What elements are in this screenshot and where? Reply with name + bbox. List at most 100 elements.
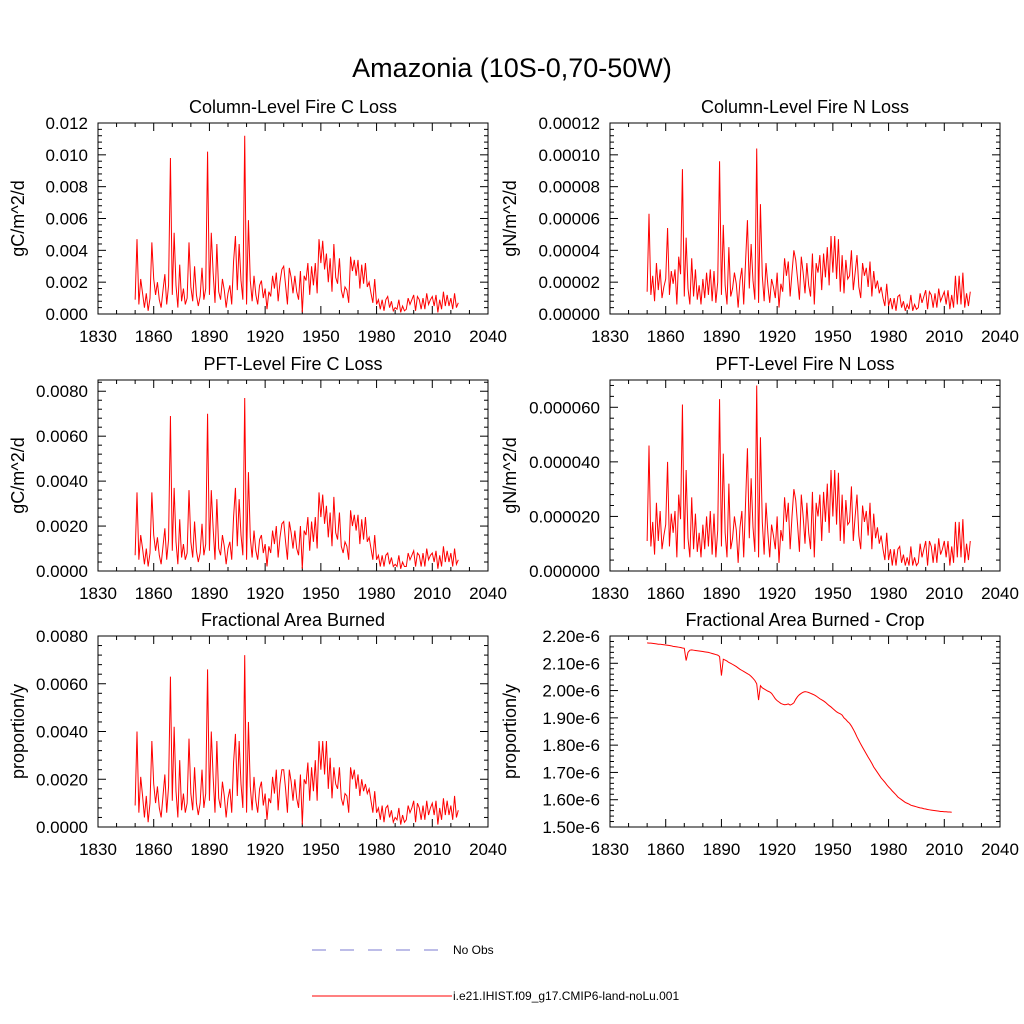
plot-frame [97, 379, 489, 572]
panels: 1830 1860 1890 1920 1950 1980 2010 2040 0.000 0.0… [8, 97, 1019, 859]
y-tick-label: 0.008 [45, 178, 88, 197]
x-tick-label: 1950 [302, 584, 340, 603]
x-tick-label: 1830 [591, 584, 629, 603]
x-tick-label: 2010 [925, 327, 963, 346]
y-tick-label: 0.00008 [539, 178, 600, 197]
x-tick-label: 2010 [413, 840, 451, 859]
plot-frame [609, 379, 1001, 572]
y-tick-label: 0.0060 [36, 675, 88, 694]
y-tick-label: 0.0040 [36, 723, 88, 742]
y-tick-label: 1.50e-6 [542, 818, 600, 837]
x-tick-label: 1860 [647, 584, 685, 603]
x-tick-label: 2040 [981, 327, 1019, 346]
x-tick-label: 2040 [469, 327, 507, 346]
y-axis-label: proportion/y [8, 684, 28, 779]
y-axis-label: gC/m^2/d [8, 180, 28, 256]
x-tick-label: 1920 [758, 584, 796, 603]
x-tick-label: 1890 [191, 584, 229, 603]
x-tick-label: 1980 [870, 584, 908, 603]
y-tick-label: 0.000040 [529, 453, 600, 472]
panel-title: Column-Level Fire C Loss [189, 97, 397, 117]
x-tick-label: 1980 [358, 840, 396, 859]
y-tick-label: 0.004 [45, 241, 88, 260]
panel-title: Column-Level Fire N Loss [701, 97, 909, 117]
x-tick-label: 2010 [925, 584, 963, 603]
x-tick-label: 1980 [358, 327, 396, 346]
chart-panel: 1830 1860 1890 1920 1950 1980 2010 2040 0.0000 0.… [8, 610, 507, 859]
legend-label-obs: No Obs [453, 943, 494, 957]
y-axis-label: gN/m^2/d [500, 437, 520, 513]
y-tick-label: 0.0060 [36, 427, 88, 446]
y-tick-label: 0.0000 [36, 818, 88, 837]
y-tick-label: 2.20e-6 [542, 627, 600, 646]
chart-panel: 1830 1860 1890 1920 1950 1980 2010 20400.000000… [500, 97, 1019, 346]
x-tick-label: 1890 [191, 840, 229, 859]
x-tick-label: 1890 [191, 327, 229, 346]
series-line [134, 655, 459, 825]
x-tick-label: 1950 [302, 327, 340, 346]
y-tick-label: 0.00004 [539, 241, 600, 260]
y-tick-label: 0.00012 [539, 114, 600, 133]
x-tick-label: 1950 [814, 327, 852, 346]
x-tick-label: 1860 [647, 840, 685, 859]
legend-label-model: i.e21.IHIST.f09_g17.CMIP6-land-noLu.001 [453, 989, 679, 1003]
x-tick-label: 1860 [135, 840, 173, 859]
y-tick-label: 0.006 [45, 210, 88, 229]
panel-title: Fractional Area Burned - Crop [685, 610, 924, 630]
y-axis-label: proportion/y [500, 684, 520, 779]
x-tick-label: 1860 [135, 327, 173, 346]
panel-title: PFT-Level Fire N Loss [715, 354, 894, 374]
x-tick-label: 2040 [981, 840, 1019, 859]
y-tick-label: 0.000020 [529, 507, 600, 526]
y-tick-label: 0.002 [45, 273, 88, 292]
plot-frame [609, 635, 1001, 828]
y-tick-label: 0.00006 [539, 210, 600, 229]
y-tick-label: 1.80e-6 [542, 736, 600, 755]
series-line [647, 642, 952, 813]
x-tick-label: 2040 [469, 584, 507, 603]
y-tick-label: 0.0000 [36, 562, 88, 581]
y-tick-label: 0.010 [45, 146, 88, 165]
y-tick-label: 0.0080 [36, 627, 88, 646]
y-tick-label: 0.0080 [36, 382, 88, 401]
y-axis-label: gC/m^2/d [8, 437, 28, 513]
y-tick-label: 1.90e-6 [542, 709, 600, 728]
x-tick-label: 1950 [814, 584, 852, 603]
x-tick-label: 1980 [358, 584, 396, 603]
x-tick-label: 1860 [135, 584, 173, 603]
chart-panel: 1830 1860 1890 1920 1950 1980 2010 2040 0.0000 0.… [8, 354, 507, 603]
x-tick-label: 1830 [79, 327, 117, 346]
y-tick-label: 0.00002 [539, 273, 600, 292]
x-tick-label: 1890 [703, 584, 741, 603]
y-axis-label: gN/m^2/d [500, 180, 520, 256]
x-tick-label: 1980 [870, 840, 908, 859]
chart-panel: 1830 1860 1890 1920 1950 1980 2010 2040 0.000 0.0… [8, 97, 507, 346]
x-tick-label: 1830 [79, 840, 117, 859]
x-tick-label: 1890 [703, 840, 741, 859]
x-tick-label: 1920 [758, 840, 796, 859]
y-tick-label: 0.000 [45, 305, 88, 324]
x-tick-label: 1920 [758, 327, 796, 346]
figure-title: Amazonia (10S-0,70-50W) [352, 53, 672, 83]
x-tick-label: 2010 [413, 584, 451, 603]
x-tick-label: 1830 [591, 327, 629, 346]
y-tick-label: 0.00000 [539, 305, 600, 324]
y-tick-label: 0.0040 [36, 472, 88, 491]
panel-title: PFT-Level Fire C Loss [203, 354, 382, 374]
x-tick-label: 1980 [870, 327, 908, 346]
series-line [646, 148, 971, 311]
x-tick-label: 1950 [302, 840, 340, 859]
x-tick-label: 2010 [925, 840, 963, 859]
x-tick-label: 1860 [647, 327, 685, 346]
panel-title: Fractional Area Burned [201, 610, 385, 630]
y-tick-label: 0.0020 [36, 517, 88, 536]
x-tick-label: 2040 [981, 584, 1019, 603]
x-tick-label: 1830 [591, 840, 629, 859]
y-tick-label: 1.70e-6 [542, 763, 600, 782]
x-tick-label: 2010 [413, 327, 451, 346]
chart-panel: 1830 1860 1890 1920 1950 1980 2010 20400.000000… [500, 354, 1019, 603]
y-tick-label: 2.10e-6 [542, 654, 600, 673]
y-tick-label: 0.00010 [539, 146, 600, 165]
y-tick-label: 2.00e-6 [542, 682, 600, 701]
